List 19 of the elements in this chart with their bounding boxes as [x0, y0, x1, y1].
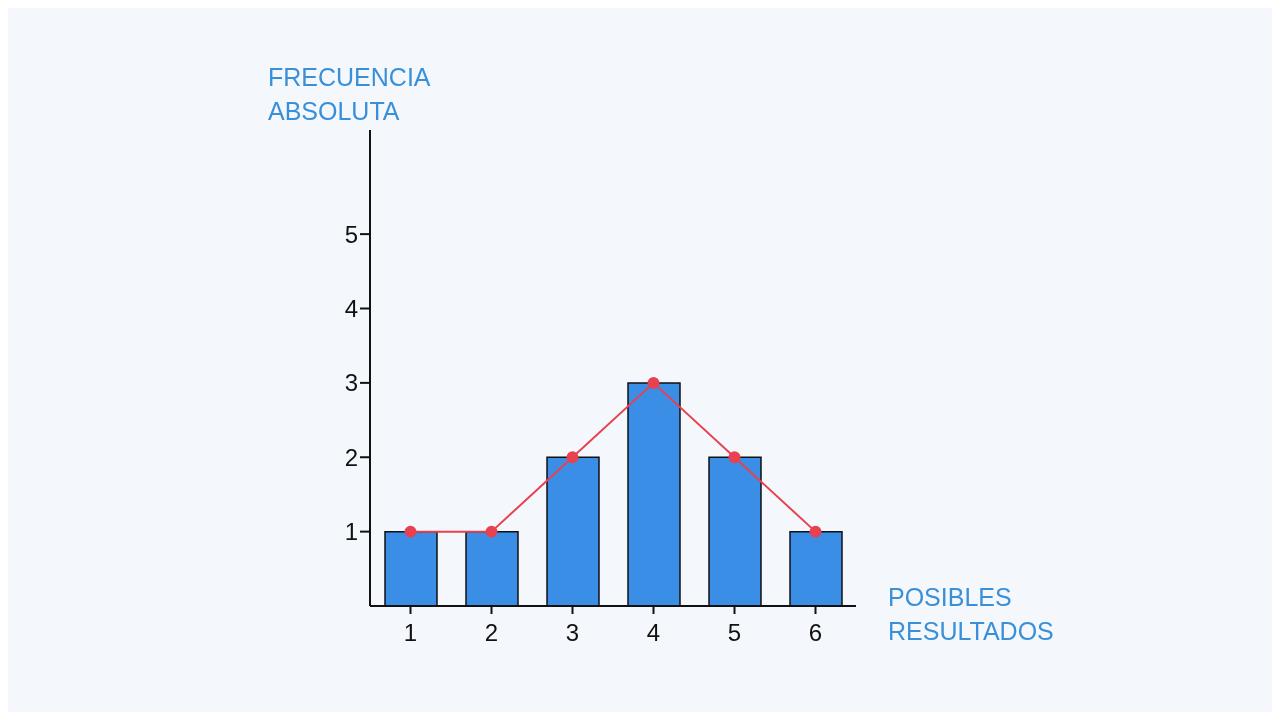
x-tick-label: 5 [727, 619, 742, 647]
point [566, 451, 579, 464]
point [809, 525, 822, 538]
point [728, 451, 741, 464]
y-tick-label: 1 [344, 518, 358, 546]
x-tick-label: 1 [403, 619, 418, 647]
point [404, 525, 417, 538]
y-tick-label: 2 [344, 443, 358, 471]
y-tick-label: 4 [344, 295, 358, 323]
x-axis-title: POSIBLES RESULTADOS [888, 582, 1055, 647]
x-tick-label: 2 [484, 619, 499, 647]
y-axis-title: FRECUENCIA ABSOLUTA [268, 62, 431, 127]
point [647, 376, 660, 389]
x-tick-label: 6 [808, 619, 823, 647]
x-tick-label: 3 [565, 619, 580, 647]
y-tick-label: 3 [344, 369, 358, 397]
x-tick-label: 4 [646, 619, 661, 647]
y-tick-label: 5 [344, 220, 358, 248]
point [485, 525, 498, 538]
